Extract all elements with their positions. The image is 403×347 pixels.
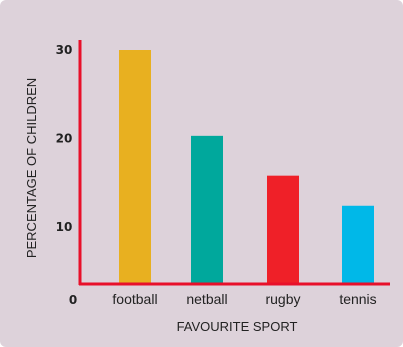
y-tick-30: 30 [56,43,73,57]
y-tick-labels: 10 20 30 [56,43,73,234]
bar-tennis [342,205,374,284]
y-tick-10: 10 [56,220,73,234]
origin-label: 0 [69,293,77,307]
category-label-tennis: tennis [339,291,376,307]
bar-rugby [267,175,299,284]
bar-netball [191,135,223,284]
category-label-rugby: rugby [265,291,300,307]
bar-football [119,50,151,284]
x-axis-title: FAVOURITE SPORT [177,319,298,334]
category-labels: football netball rugby tennis [112,291,376,307]
y-axis-title: PERCENTAGE OF CHILDREN [24,78,39,258]
category-label-netball: netball [186,291,227,307]
bars [119,50,374,284]
category-label-football: football [112,291,157,307]
y-tick-20: 20 [56,132,73,146]
